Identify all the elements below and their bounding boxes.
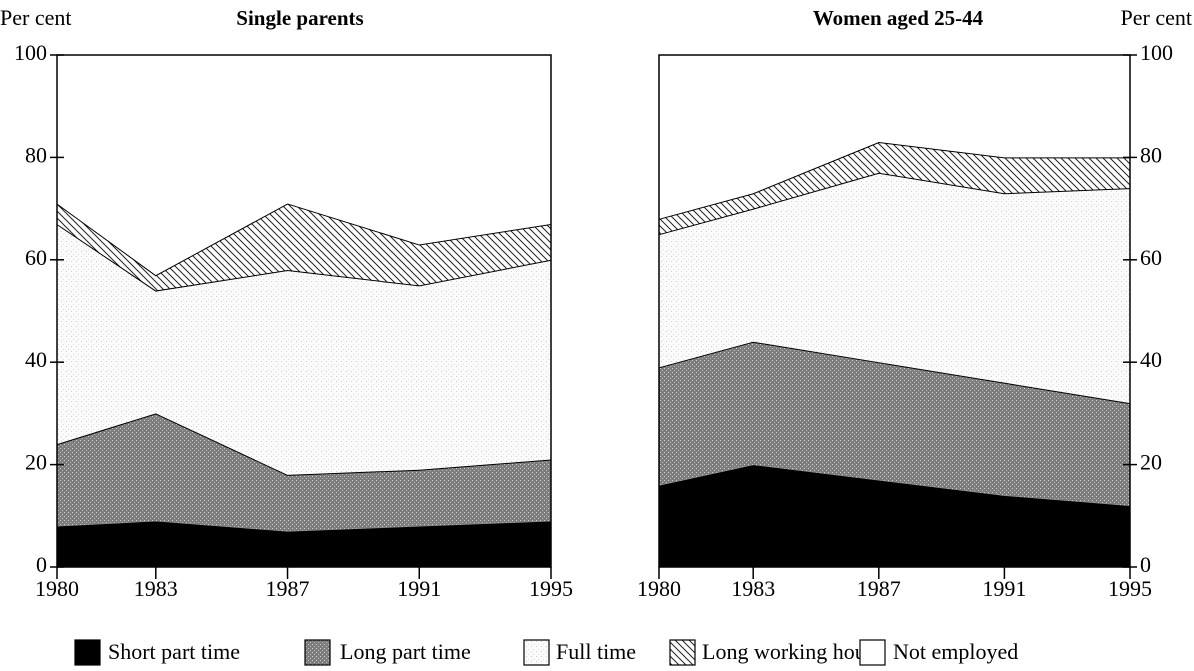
legend-swatch — [523, 639, 550, 666]
x-tick-label: 1980 — [637, 576, 681, 601]
area — [659, 172, 1130, 404]
y-tick-label: 60 — [1140, 245, 1162, 270]
area — [659, 142, 1130, 235]
x-tick-label: 1995 — [529, 576, 573, 601]
legend-swatch — [304, 639, 331, 666]
legend-label: Long part time — [340, 639, 471, 664]
plot-frame — [56, 54, 552, 568]
x-tick-label: 1987 — [857, 576, 901, 601]
y-tick-label: 100 — [1140, 40, 1173, 65]
y-axis-label: Per cent — [1121, 5, 1192, 30]
legend-swatch — [669, 639, 696, 666]
chart-title: Single parents — [236, 6, 363, 30]
area — [659, 341, 1130, 506]
x-tick-label: 1983 — [731, 576, 775, 601]
y-tick-label: 0 — [36, 552, 47, 577]
y-tick-label: 100 — [14, 40, 47, 65]
x-tick-label: 1983 — [134, 576, 178, 601]
legend-swatch — [859, 639, 886, 666]
y-axis-label: Per cent — [0, 5, 71, 30]
chart-title: Women aged 25-44 — [813, 6, 984, 30]
legend-swatch — [74, 639, 101, 666]
area — [57, 203, 551, 291]
y-tick-label: 60 — [25, 245, 47, 270]
y-tick-label: 0 — [1140, 552, 1151, 577]
area — [57, 55, 551, 276]
legend-label: Short part time — [108, 639, 240, 664]
legend-label: Full time — [556, 639, 636, 664]
legend-label: Long working hours — [702, 639, 882, 664]
x-tick-label: 1980 — [35, 576, 79, 601]
area — [57, 520, 551, 567]
x-tick-label: 1991 — [397, 576, 441, 601]
x-tick-label: 1987 — [266, 576, 310, 601]
y-tick-label: 80 — [1140, 142, 1162, 167]
y-tick-label: 40 — [1140, 347, 1162, 372]
y-tick-label: 80 — [25, 142, 47, 167]
plot-frame — [658, 54, 1131, 568]
legend-label: Not employed — [893, 639, 1018, 664]
y-tick-label: 20 — [1140, 450, 1162, 475]
x-tick-label: 1995 — [1108, 576, 1152, 601]
x-tick-label: 1991 — [982, 576, 1026, 601]
y-tick-label: 40 — [25, 347, 47, 372]
area — [57, 413, 551, 532]
y-tick-label: 20 — [25, 450, 47, 475]
area — [659, 55, 1130, 219]
area — [659, 464, 1130, 567]
